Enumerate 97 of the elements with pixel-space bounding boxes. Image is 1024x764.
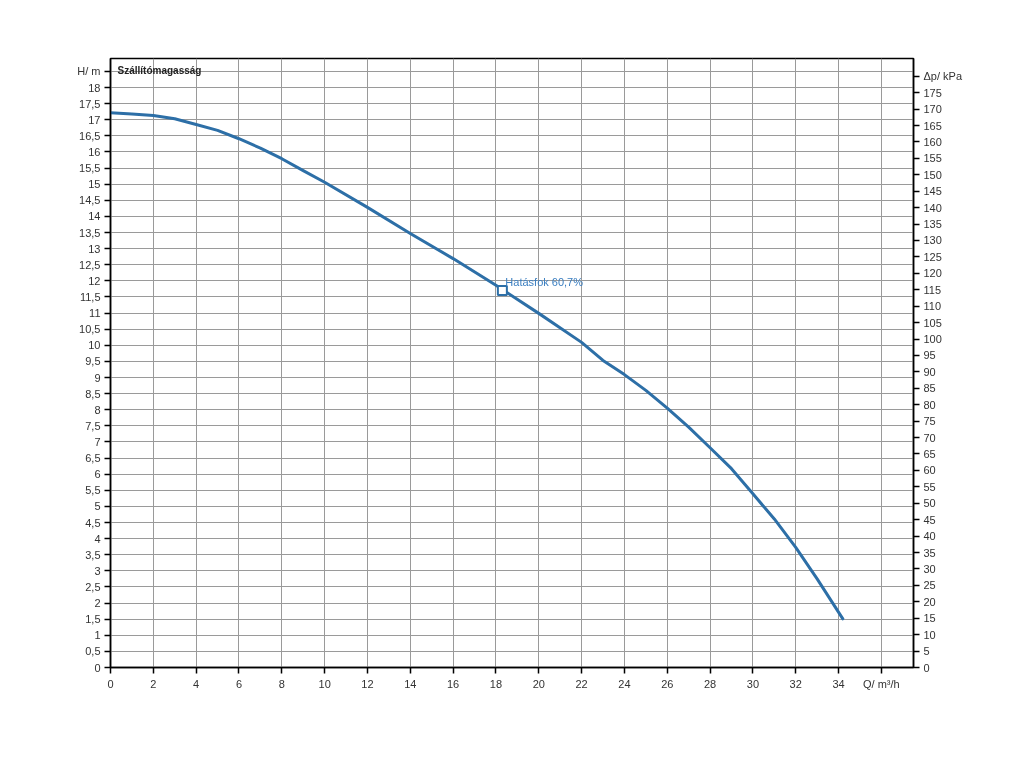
y-tick-label: 4,5 [85, 516, 101, 529]
y-tick-label: 8,5 [85, 387, 101, 400]
x-tick-label: 0 [107, 677, 114, 690]
y2-tick-label: 65 [923, 447, 936, 460]
x-tick-label: 22 [575, 677, 588, 690]
y2-tick-label: 155 [923, 152, 942, 165]
y-tick-label: 1,5 [85, 613, 101, 626]
y2-tick-label: 165 [923, 119, 942, 132]
y2-tick-label: 45 [923, 513, 936, 526]
y-tick-label: 15,5 [79, 162, 101, 175]
x-tick-label: 24 [618, 677, 631, 690]
y-tick-label: 6 [94, 468, 101, 481]
x-tick-label: 30 [746, 677, 760, 690]
y-tick-label: 12,5 [79, 258, 101, 271]
y-tick-label: 14 [88, 210, 101, 223]
y2-tick-label: 120 [923, 267, 942, 280]
y-tick-label: 0,5 [85, 645, 101, 658]
y2-tick-label: 35 [923, 546, 936, 559]
y2-tick-label: 20 [923, 595, 936, 608]
y-tick-label: 2,5 [85, 580, 101, 593]
y2-tick-label: 170 [923, 103, 942, 116]
y-tick-label: 10,5 [79, 323, 101, 336]
y-tick-label: 9,5 [85, 355, 101, 368]
x-tick-label: 6 [235, 677, 243, 690]
y-tick-label: 3,5 [85, 548, 101, 561]
y2-tick-label: 50 [923, 497, 936, 510]
x-tick-label: 4 [193, 677, 200, 690]
y2-tick-label: 75 [923, 415, 936, 428]
y2-tick-label: 60 [923, 464, 936, 477]
y-axis-title: H/ m [77, 65, 101, 78]
y-tick-label: 14,5 [79, 194, 101, 207]
y2-tick-label: 85 [923, 382, 936, 395]
y-tick-label: 13,5 [79, 226, 101, 239]
y-tick-label: 11 [89, 307, 101, 320]
x-tick-label: 16 [447, 677, 460, 690]
y2-tick-label: 125 [923, 250, 942, 263]
x-tick-label: 10 [318, 677, 331, 690]
y2-tick-label: 135 [923, 218, 942, 231]
y-tick-label: 15 [88, 178, 101, 191]
line-series [110, 111, 845, 621]
y-tick-label: 18 [88, 81, 101, 94]
y2-tick-label: 140 [923, 201, 942, 214]
y-tick-label: 7,5 [85, 419, 101, 432]
y2-tick-label: 10 [923, 628, 936, 641]
y-tick-label: 16,5 [79, 129, 101, 142]
y-tick-label: 9 [94, 371, 101, 384]
y2-tick-label: 30 [923, 562, 936, 575]
y-tick-label: 2 [94, 597, 101, 610]
x-tick-label: 18 [489, 677, 503, 690]
y2-tick-label: 15 [923, 612, 936, 625]
y2-tick-label: 145 [923, 185, 942, 198]
x-tick-label: 28 [703, 677, 717, 690]
y-tick-label: 12 [88, 274, 101, 287]
y-tick-label: 3 [94, 564, 101, 577]
x-tick-label: 34 [832, 677, 845, 690]
x-axis-title: Q/ m³/h [863, 677, 900, 690]
y-tick-label: 10 [88, 339, 101, 352]
y2-tick-label: 5 [923, 645, 930, 658]
y-tick-label: 5,5 [85, 484, 101, 497]
text: Szállítómagasság [117, 65, 202, 76]
y-tick-label: 1 [94, 629, 101, 642]
y2-tick-label: 175 [923, 86, 942, 99]
x-tick-label: 26 [661, 677, 674, 690]
y-tick-label: 4 [94, 532, 101, 545]
x-tick-label: 20 [532, 677, 545, 690]
x-tick-label: 32 [789, 677, 802, 690]
y-tick-label: 0 [94, 661, 101, 674]
y-tick-label: 16 [88, 145, 101, 158]
x-tick-label: 14 [404, 677, 417, 690]
x-tick-label: 2 [150, 677, 157, 690]
y-tick-label: 17 [88, 113, 101, 126]
y2-tick-label: 130 [923, 234, 942, 247]
y2-tick-label: 160 [923, 135, 942, 148]
y2-tick-label: 115 [923, 283, 942, 296]
y2-tick-label: 100 [923, 333, 942, 346]
y2-tick-label: 70 [923, 431, 936, 444]
x-tick-label: 12 [361, 677, 374, 690]
annotation: Hatásfok 60,7% [505, 275, 584, 288]
y-tick-label: 17,5 [79, 97, 101, 110]
y2-tick-label: 80 [923, 398, 936, 411]
y2-tick-label: 105 [923, 316, 942, 329]
y2-tick-label: 95 [923, 349, 936, 362]
y2-tick-label: 150 [923, 168, 942, 181]
y-tick-label: 13 [88, 242, 101, 255]
y2-tick-label: 40 [923, 530, 936, 543]
y-tick-label: 7 [94, 435, 101, 448]
y2-tick-label: 110 [923, 300, 942, 313]
y2-tick-label: 55 [923, 480, 936, 493]
y-tick-label: 6,5 [85, 452, 101, 465]
y2-axis-title: Δp/ kPa [923, 70, 963, 83]
y-tick-label: 5 [94, 500, 101, 513]
y2-tick-label: 0 [923, 661, 930, 674]
y2-tick-label: 90 [923, 365, 936, 378]
y2-tick-label: 25 [923, 579, 936, 592]
x-tick-label: 8 [278, 677, 285, 690]
y-tick-label: 8 [94, 403, 101, 416]
y-tick-label: 11,5 [79, 290, 101, 303]
